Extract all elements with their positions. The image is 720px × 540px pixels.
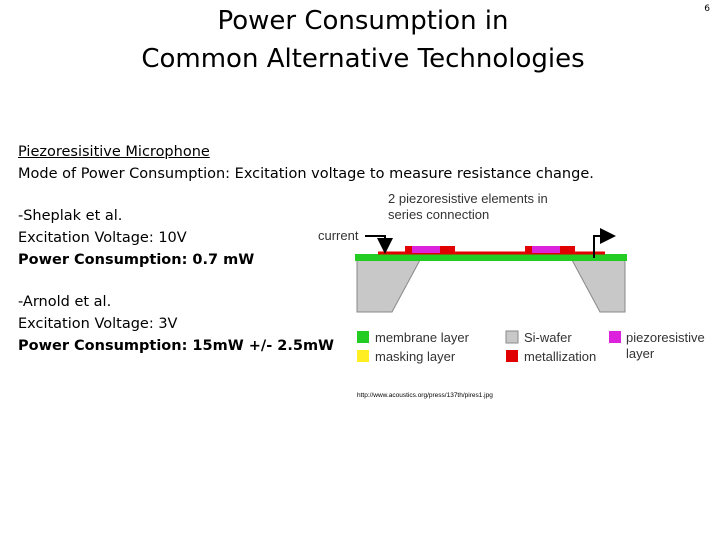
power: Power Consumption: 15mW +/- 2.5mW xyxy=(18,338,335,354)
membrane xyxy=(355,254,627,261)
page-number: 6 xyxy=(704,4,710,14)
author: -Sheplak et al. xyxy=(18,208,123,224)
legend-swatch xyxy=(357,350,369,362)
wafer xyxy=(571,259,626,313)
caption: 2 piezoresistive elements in xyxy=(388,191,548,206)
wafer xyxy=(356,259,421,313)
piezo xyxy=(412,246,440,253)
caption: series connection xyxy=(388,207,489,222)
legend-label: layer xyxy=(626,346,655,361)
source: http://www.acoustics.org/press/137th/pir… xyxy=(357,392,493,399)
author: -Arnold et al. xyxy=(18,294,112,310)
current-label: current xyxy=(318,228,359,243)
arrow xyxy=(593,228,616,258)
piezo xyxy=(532,246,560,253)
legend-label: metallization xyxy=(524,349,596,364)
legend-label: membrane layer xyxy=(375,330,470,345)
voltage: Excitation Voltage: 3V xyxy=(18,316,178,332)
arrow xyxy=(365,235,393,254)
legend-label: masking layer xyxy=(375,349,456,364)
title-line: Power Consumption in xyxy=(217,6,509,36)
heading: Piezoresisitive Microphone xyxy=(18,144,210,160)
legend-label: Si-wafer xyxy=(524,330,572,345)
legend-swatch xyxy=(609,331,621,343)
title-line: Common Alternative Technologies xyxy=(141,44,585,74)
legend-label: piezoresistive xyxy=(626,330,705,345)
legend-swatch xyxy=(505,330,519,344)
power: Power Consumption: 0.7 mW xyxy=(18,252,255,268)
voltage: Excitation Voltage: 10V xyxy=(18,230,187,246)
legend-swatch xyxy=(506,350,518,362)
legend-swatch xyxy=(357,331,369,343)
mode: Mode of Power Consumption: Excitation vo… xyxy=(18,166,594,182)
